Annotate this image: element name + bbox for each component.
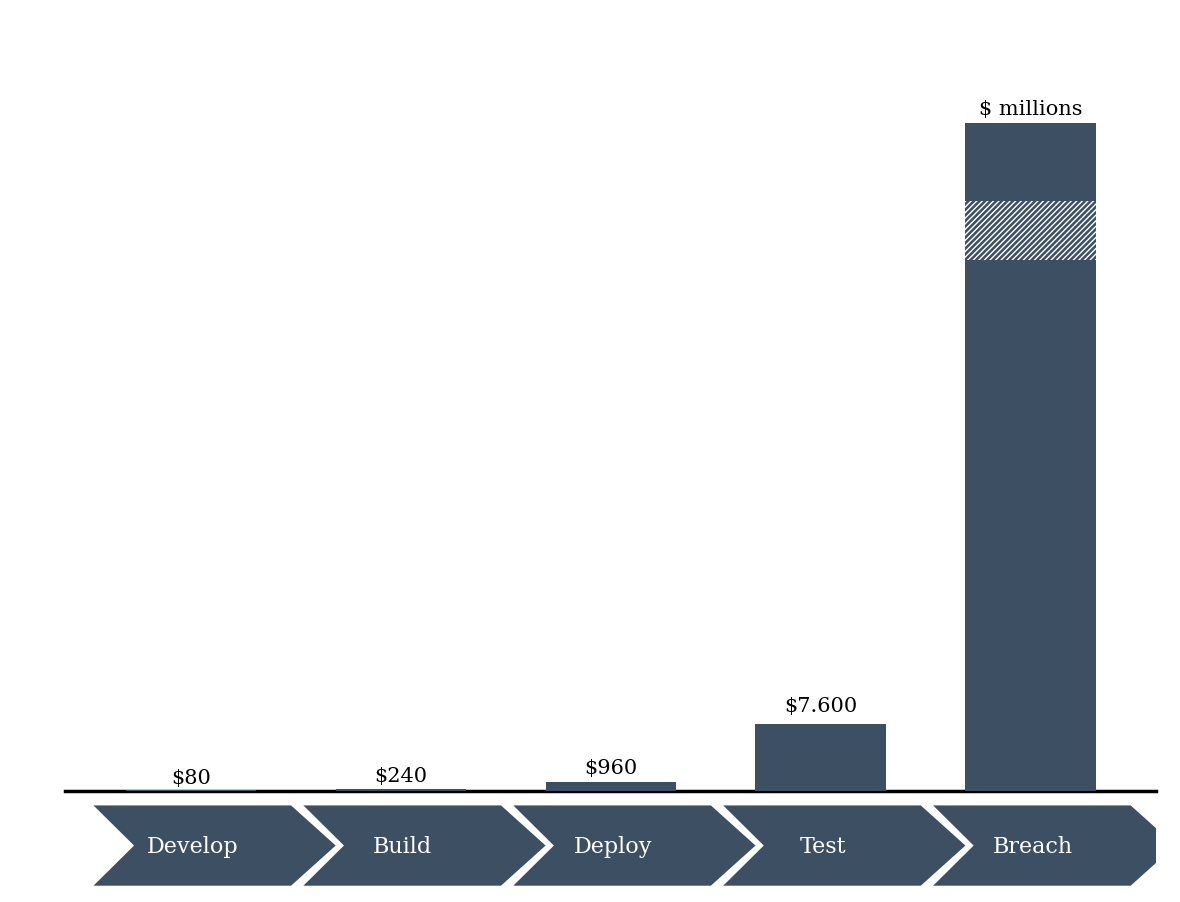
Polygon shape xyxy=(930,805,1178,888)
Text: Build: Build xyxy=(373,834,433,857)
Text: $960: $960 xyxy=(584,759,637,778)
Bar xyxy=(965,124,1095,791)
Bar xyxy=(965,201,1095,261)
Text: $7.600: $7.600 xyxy=(784,696,857,715)
Polygon shape xyxy=(300,805,548,888)
Bar xyxy=(335,789,466,791)
Text: Deploy: Deploy xyxy=(573,834,653,857)
Polygon shape xyxy=(90,805,337,888)
Text: Breach: Breach xyxy=(992,834,1073,857)
Bar xyxy=(755,724,886,791)
Text: $80: $80 xyxy=(171,768,211,787)
Text: $240: $240 xyxy=(374,767,427,786)
Polygon shape xyxy=(510,805,758,888)
Bar xyxy=(545,783,676,791)
Text: Develop: Develop xyxy=(148,834,238,857)
Polygon shape xyxy=(720,805,968,888)
Text: $ millions: $ millions xyxy=(978,99,1082,118)
Text: Test: Test xyxy=(799,834,846,857)
